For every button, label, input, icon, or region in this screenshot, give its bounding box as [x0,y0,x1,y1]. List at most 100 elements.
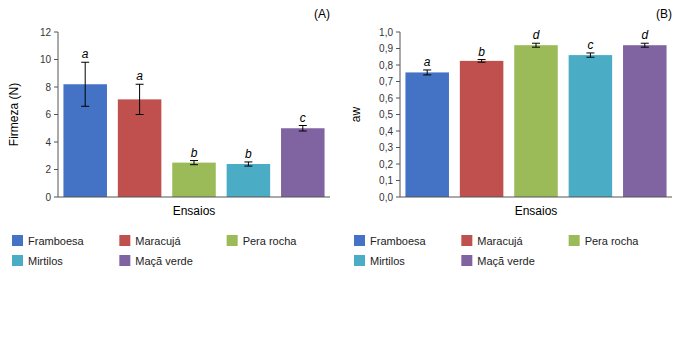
tick-mark [396,147,400,148]
x-label: Ensaios [515,204,558,218]
tick-mark [396,81,400,82]
error-cap [299,131,307,132]
error-bar [641,43,649,47]
error-cap [478,62,486,63]
tick-mark [54,169,58,170]
legend-label: Mirtilos [370,255,405,267]
bar [118,99,162,197]
annotation: c [587,38,593,52]
error-cap [532,43,540,44]
plot-area [63,62,324,197]
legend-swatch [119,255,130,266]
legend-swatch [119,235,130,246]
legend-swatch [227,235,238,246]
error-bar [299,126,307,132]
tick-label: 0,0 [379,192,393,203]
tick-mark [396,164,400,165]
tick-mark [396,197,400,198]
y-axis [400,32,401,197]
tick-mark [54,142,58,143]
tick-label: 2 [45,164,51,175]
error-cap [81,62,89,63]
tick-mark [396,32,400,33]
legend-label: Maçã verde [477,255,534,267]
tick-label: 0,8 [379,60,393,71]
error-bar [244,162,252,166]
annotation: a [136,69,143,83]
error-cap [423,74,431,75]
tick-label: 0,9 [379,43,393,54]
tick-label: 0,2 [379,159,393,170]
annotation: c [300,111,306,125]
error-cap [641,43,649,44]
legend-label: Maracujá [477,235,523,247]
error-stem [85,62,86,106]
error-bar [423,70,431,75]
legend-label: Framboesa [370,235,427,247]
legend-label: Framboesa [28,235,85,247]
y-label: aw [349,106,363,122]
error-stem [644,43,645,47]
error-cap [586,57,594,58]
error-bar [478,60,486,63]
legend-label: Pera rocha [585,235,640,247]
error-cap [190,164,198,165]
tick-mark [396,98,400,99]
error-bar [586,53,594,57]
plot-area [405,43,666,197]
legend-swatch [354,255,365,266]
error-stem [302,126,303,132]
legend: FramboesaMaracujáPera rochaMirtilosMaçã … [12,235,297,267]
legend: Framboesa Maracujá Pera rocha Mirtilos Maçã … [354,235,639,267]
tick-label: 8 [45,82,51,93]
annotation: a [424,55,431,69]
panel: 024681012aabbc(A)EnsaiosFirmeza (N)Framb… [7,7,330,267]
error-cap [299,125,307,126]
tick-mark [54,32,58,33]
annotation: b [245,147,252,161]
legend-label: Pera rocha [243,235,298,247]
error-bar [532,43,540,47]
error-cap [136,84,144,85]
tick-mark [54,197,58,198]
tick-label: 0,5 [379,109,393,120]
tick-label: 0,7 [379,76,393,87]
legend-swatch [354,235,365,246]
tick-label: 4 [45,137,51,148]
y-label: Firmeza (N) [7,83,21,146]
annotation: b [478,45,485,59]
legend-label: Mirtilos [28,255,63,267]
bar [281,128,325,197]
page: {"chart_data": [ {"type": "bar", "title"… [0,0,684,340]
tick-label: 6 [45,109,51,120]
tick-mark [396,131,400,132]
error-cap [586,52,594,53]
tick-label: 0 [45,192,51,203]
bar [569,55,613,197]
error-cap [244,161,252,162]
x-axis [58,197,330,198]
y-axis [58,32,59,197]
bar [172,163,216,197]
legend-label: Maracujá [135,235,181,247]
bar [227,164,271,197]
legend-swatch [12,255,23,266]
error-stem [248,162,249,166]
bar [623,45,667,197]
tick-mark [396,48,400,49]
x-axis [400,197,672,198]
error-cap [478,59,486,60]
tick-mark [396,65,400,66]
tick-mark [54,59,58,60]
error-bar [81,62,89,106]
bar [460,61,504,197]
annotation: b [191,146,198,160]
x-label: Ensaios [173,204,216,218]
bar [514,45,558,197]
tick-mark [54,87,58,88]
error-cap [532,47,540,48]
error-cap [190,160,198,161]
legend-swatch [461,255,472,266]
error-stem [536,43,537,47]
annotation: d [533,28,540,42]
